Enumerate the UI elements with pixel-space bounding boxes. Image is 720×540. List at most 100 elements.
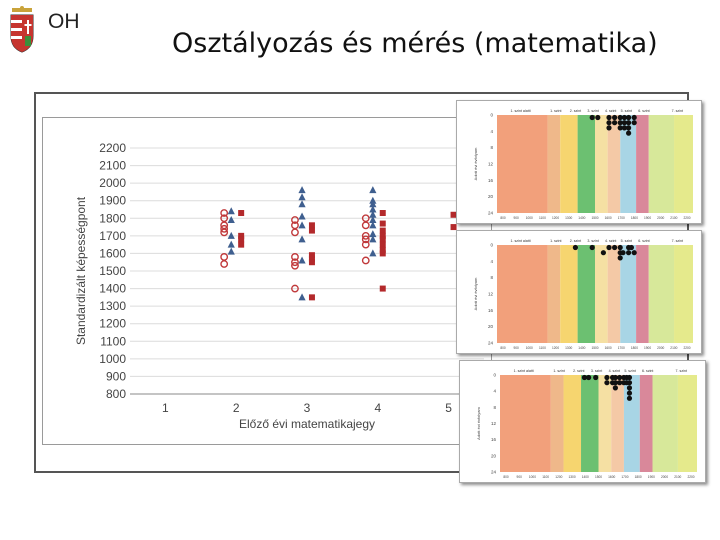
x-tick-label: 3	[304, 401, 311, 415]
y-tick-label: 1500	[99, 264, 126, 278]
thumbnail-chart-3: 1. szint alatti 1. szint 2. szint 3. szint 4…	[459, 360, 706, 483]
thumb-data-dot	[626, 130, 632, 136]
thumb-x-tick: 1000	[526, 346, 533, 350]
thumb-data-dot	[572, 244, 578, 251]
thumb-x-tick: 1400	[582, 475, 589, 479]
band-label: 1. szint alatti	[511, 239, 531, 243]
thumb-data-dot	[626, 250, 632, 256]
level-band	[607, 245, 621, 343]
data-point-circle	[220, 260, 229, 268]
thumb-data-dot	[595, 114, 601, 121]
thumb-y-tick: 24	[488, 341, 494, 346]
data-point-circle	[220, 253, 229, 261]
level-band	[595, 115, 608, 213]
thumb-data-dot	[631, 120, 637, 126]
level-band	[620, 115, 637, 213]
thumb-data-dot	[617, 244, 623, 251]
page-title: Osztályozás és mérés (matematika)	[172, 28, 658, 59]
thumb-x-tick: 1400	[578, 346, 585, 350]
thumb-x-tick: 1000	[526, 216, 533, 220]
data-point-square	[379, 232, 386, 239]
level-band	[581, 375, 599, 472]
thumb-x-tick: 1200	[555, 475, 562, 479]
thumb-data-dot	[621, 120, 627, 126]
band-label: 3. szint	[591, 369, 602, 373]
data-point-circle	[220, 224, 229, 233]
thumb-x-tick: 900	[513, 346, 519, 350]
data-point-square	[308, 252, 315, 259]
thumb-x-tick: 1500	[591, 216, 598, 220]
thumb-x-tick: 1800	[635, 475, 642, 479]
thumb-data-dot	[612, 374, 618, 381]
thumb-data-dot	[612, 114, 618, 121]
x-tick-label: 1	[162, 401, 169, 415]
band-label: 1. szint alatti	[511, 109, 531, 113]
level-band	[677, 375, 697, 472]
thumb-x-tick: 800	[503, 475, 509, 479]
data-point-square	[379, 236, 386, 243]
level-band	[648, 245, 675, 343]
data-point-triangle	[369, 196, 377, 204]
y-tick-label: 1100	[100, 334, 126, 348]
thumb-x-tick: 1300	[569, 475, 576, 479]
thumb-x-tick: 1200	[552, 216, 559, 220]
level-band	[636, 245, 649, 343]
thumb-data-dot	[604, 374, 610, 381]
data-point-triangle	[369, 205, 377, 213]
data-point-triangle	[227, 207, 235, 215]
thumb-y-tick: 4	[490, 129, 493, 134]
thumb-x-tick: 1000	[529, 475, 536, 479]
data-point-circle	[291, 253, 299, 261]
level-band	[607, 115, 621, 213]
thumb-x-tick: 2000	[661, 475, 668, 479]
band-label: 4. szint	[609, 369, 620, 373]
thumb-y-tick: 20	[488, 324, 494, 329]
thumb-x-tick: 1500	[591, 346, 598, 350]
data-point-square	[238, 210, 245, 217]
data-point-triangle	[298, 221, 306, 229]
thumb-y-tick: 12	[488, 292, 494, 297]
scatter-chart-box	[42, 117, 492, 445]
thumb-x-tick: 900	[513, 216, 519, 220]
data-point-square	[379, 246, 386, 253]
y-tick-label: 1300	[99, 299, 126, 313]
data-point-square	[238, 236, 245, 243]
data-point-circle	[220, 209, 229, 217]
level-band	[620, 245, 637, 343]
thumb-x-tick: 1100	[539, 346, 546, 350]
band-label: 2. szint	[570, 239, 581, 243]
thumb-data-dot	[626, 385, 633, 391]
y-tick-label: 2100	[99, 159, 126, 173]
x-tick-label: 2	[233, 401, 240, 415]
data-point-square	[450, 211, 457, 218]
y-axis-label: Standardizált képességpont	[74, 196, 88, 345]
band-label: 5. szint	[621, 239, 632, 243]
thumbnail-chart-2-svg: 1. szint alatti 1. szint 2. szint 3. szint 4…	[473, 239, 693, 350]
thumb-y-tick: 8	[490, 145, 493, 150]
thumb-x-tick: 1200	[552, 346, 559, 350]
thumb-data-dot	[626, 380, 633, 386]
data-point-triangle	[298, 212, 306, 220]
thumb-x-tick: 2100	[670, 346, 677, 350]
thumb-x-tick: 1900	[644, 216, 651, 220]
thumb-y-label: Adott évi évfolyam	[476, 406, 481, 439]
thumb-data-dot	[586, 374, 592, 381]
band-label: 3. szint	[587, 109, 598, 113]
data-point-circle	[361, 256, 370, 265]
data-point-square	[308, 255, 315, 262]
data-point-circle	[291, 261, 299, 270]
thumb-x-tick: 1700	[618, 346, 625, 350]
thumb-y-tick: 20	[488, 194, 494, 199]
data-point-triangle	[369, 230, 377, 238]
level-band	[560, 245, 578, 343]
thumb-x-tick: 1600	[608, 475, 615, 479]
thumb-x-tick: 1700	[618, 216, 625, 220]
thumb-x-tick: 1100	[542, 475, 549, 479]
data-point-square	[450, 224, 457, 231]
data-point-triangle	[369, 235, 377, 243]
band-label: 1. szint	[550, 239, 561, 243]
thumb-x-tick: 1300	[565, 216, 572, 220]
band-label: 5. szint	[624, 369, 635, 373]
band-label: 7. szint	[672, 239, 683, 243]
thumb-x-tick: 2000	[657, 346, 664, 350]
